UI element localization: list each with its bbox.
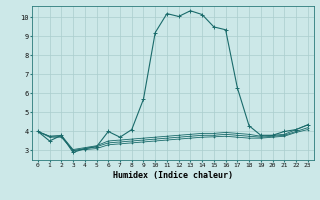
X-axis label: Humidex (Indice chaleur): Humidex (Indice chaleur) bbox=[113, 171, 233, 180]
